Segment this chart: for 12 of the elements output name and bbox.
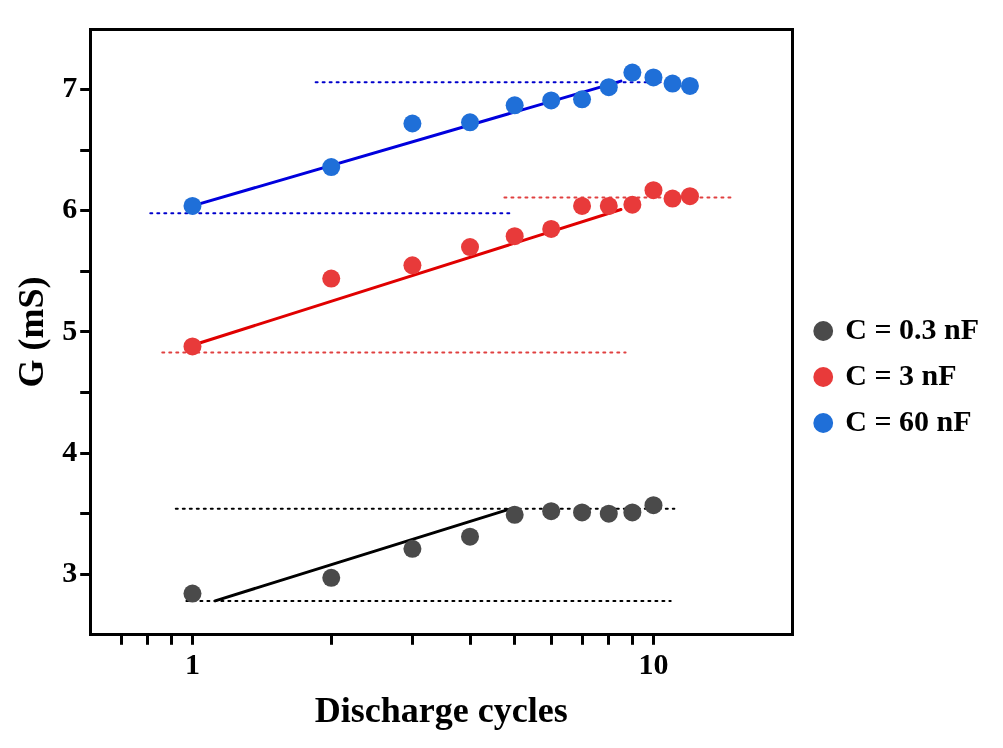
y-axis-title: G (mS) [10, 276, 51, 388]
x-tick-label: 10 [638, 646, 669, 680]
y-tick-label: 5 [62, 312, 78, 346]
legend-label: C = 3 nF [845, 357, 957, 391]
x-tick-label: 1 [184, 646, 200, 680]
y-tick-label: 3 [62, 554, 78, 588]
y-tick-label: 7 [62, 70, 78, 104]
y-tick-label: 6 [62, 191, 78, 225]
y-tick-label: 4 [62, 433, 78, 467]
x-axis-title: Discharge cycles [314, 689, 568, 730]
legend-label: C = 0.3 nF [845, 311, 980, 345]
legend-label: C = 60 nF [845, 403, 972, 437]
